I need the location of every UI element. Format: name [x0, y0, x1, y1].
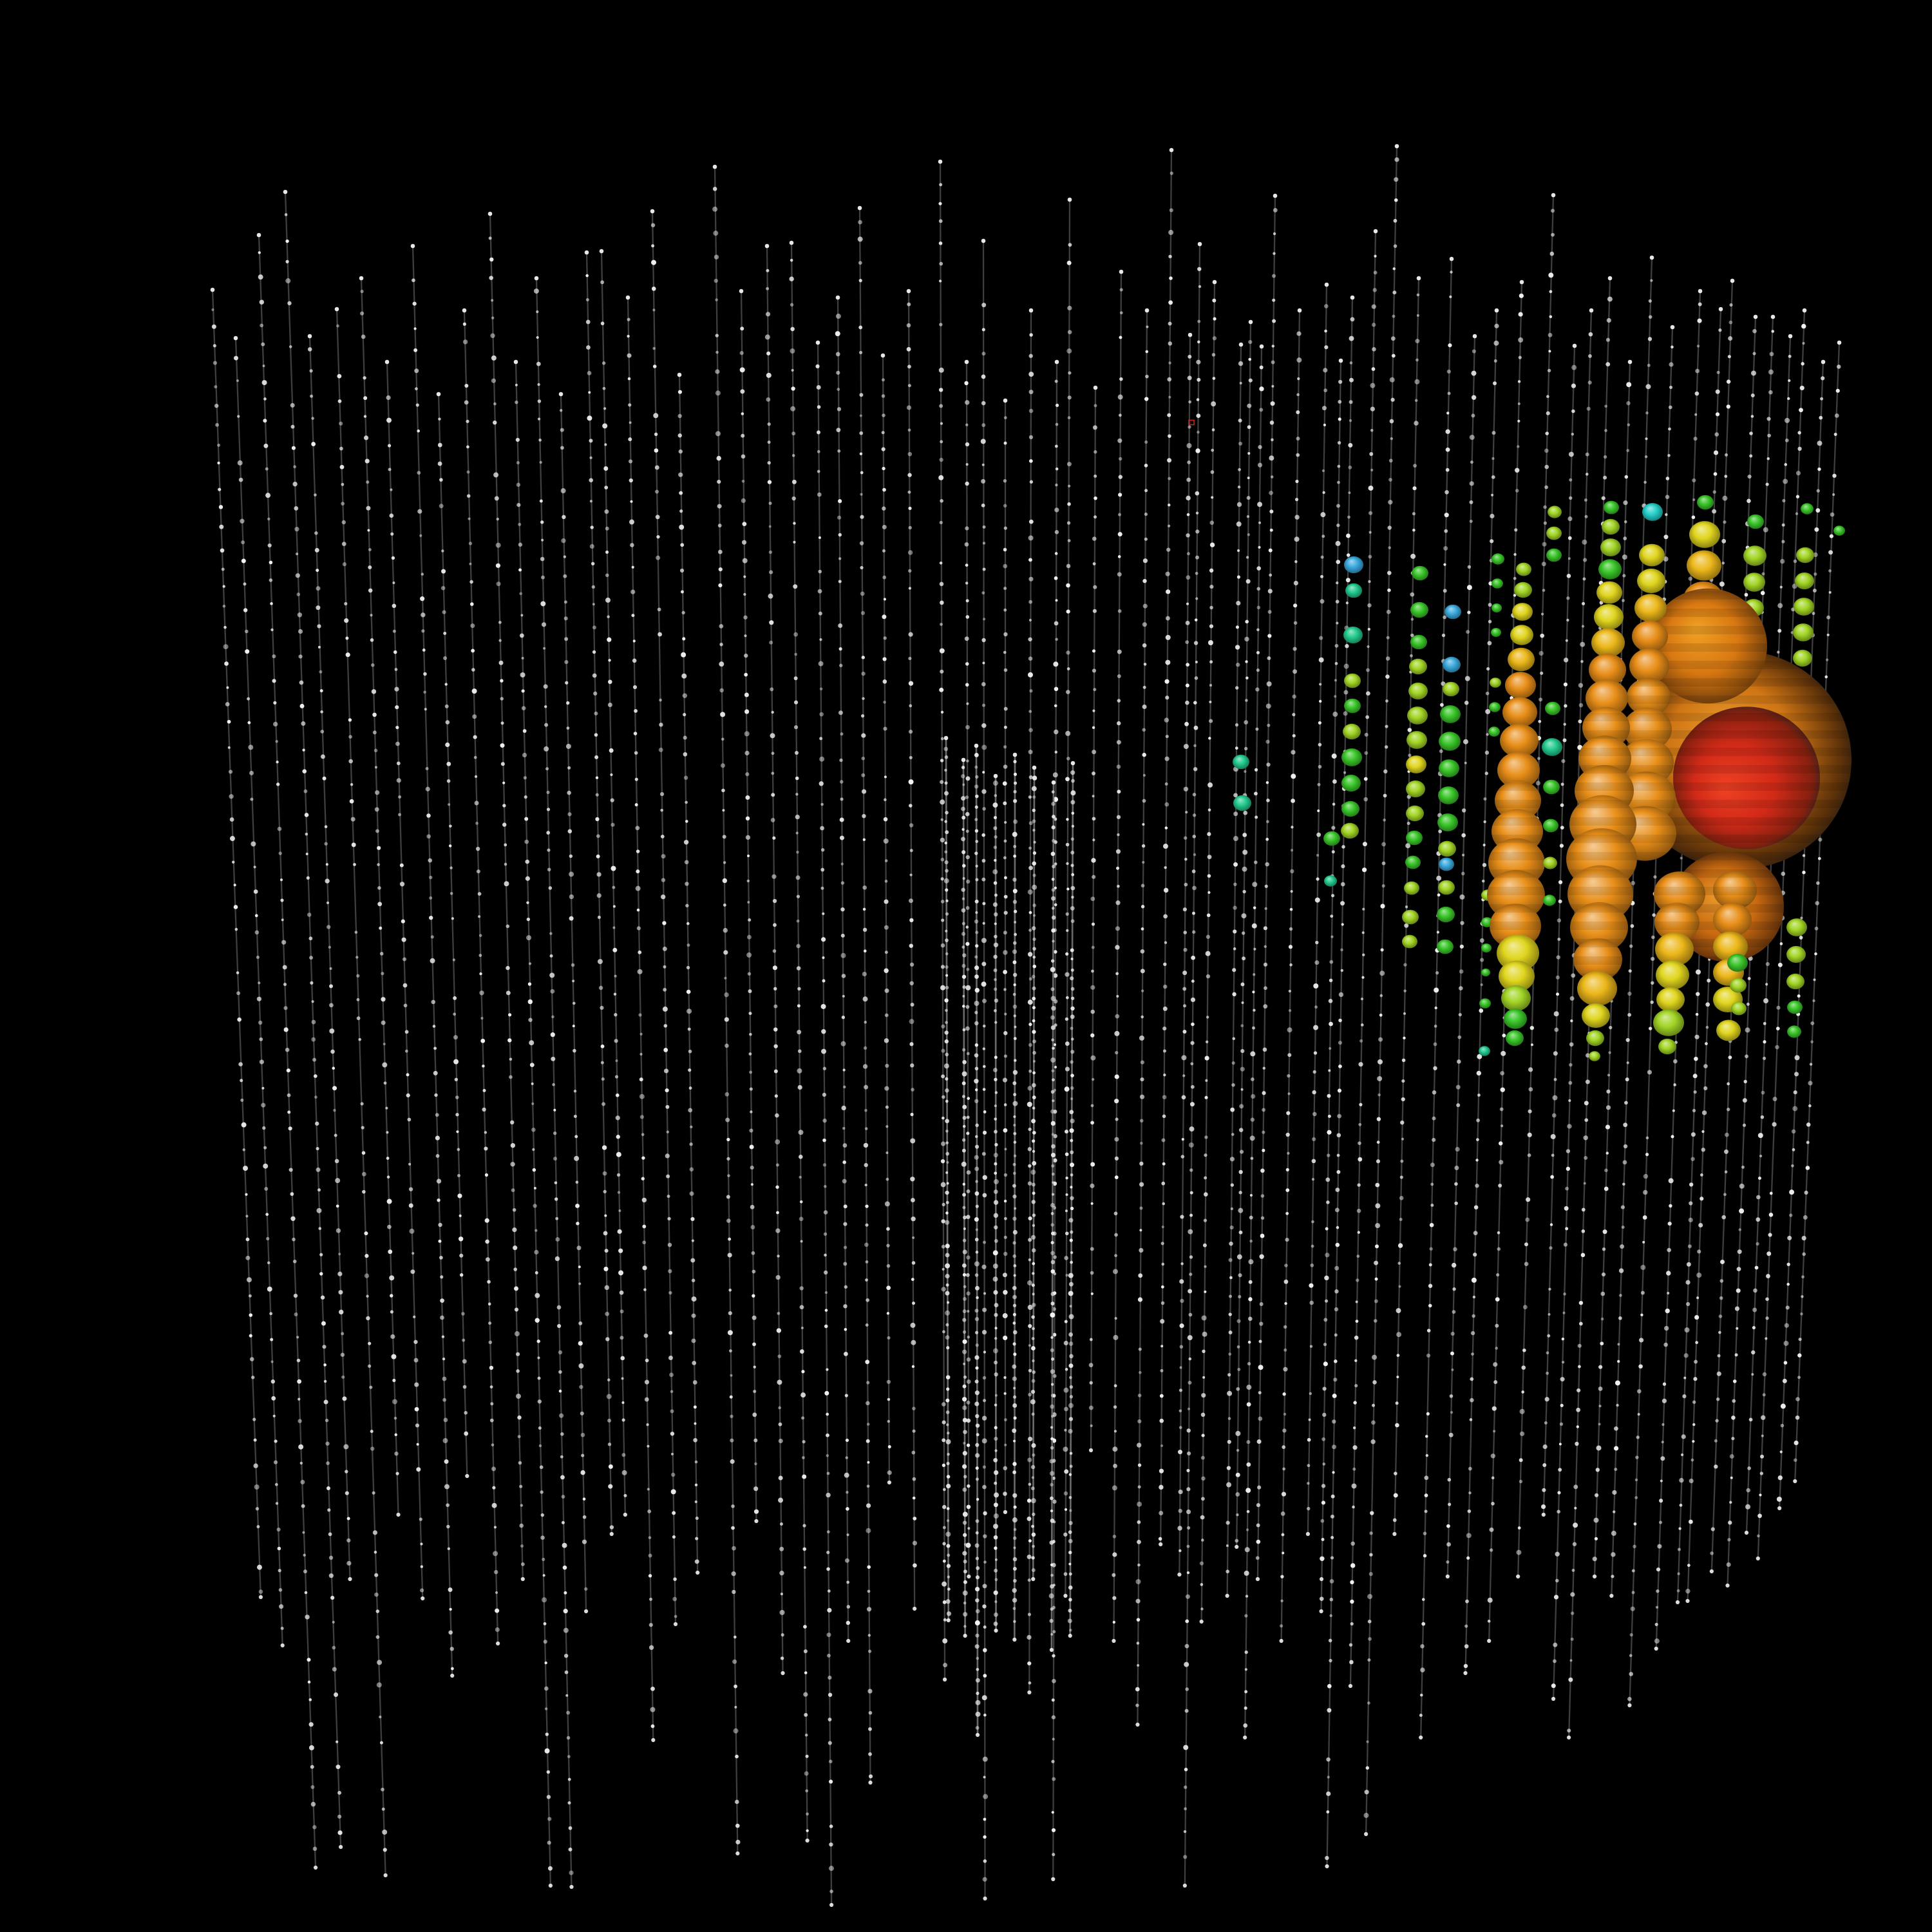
- red-square-marker: [1188, 419, 1195, 426]
- hit-spheres-front: [1487, 500, 1807, 1061]
- detector-strings: [210, 144, 1842, 1908]
